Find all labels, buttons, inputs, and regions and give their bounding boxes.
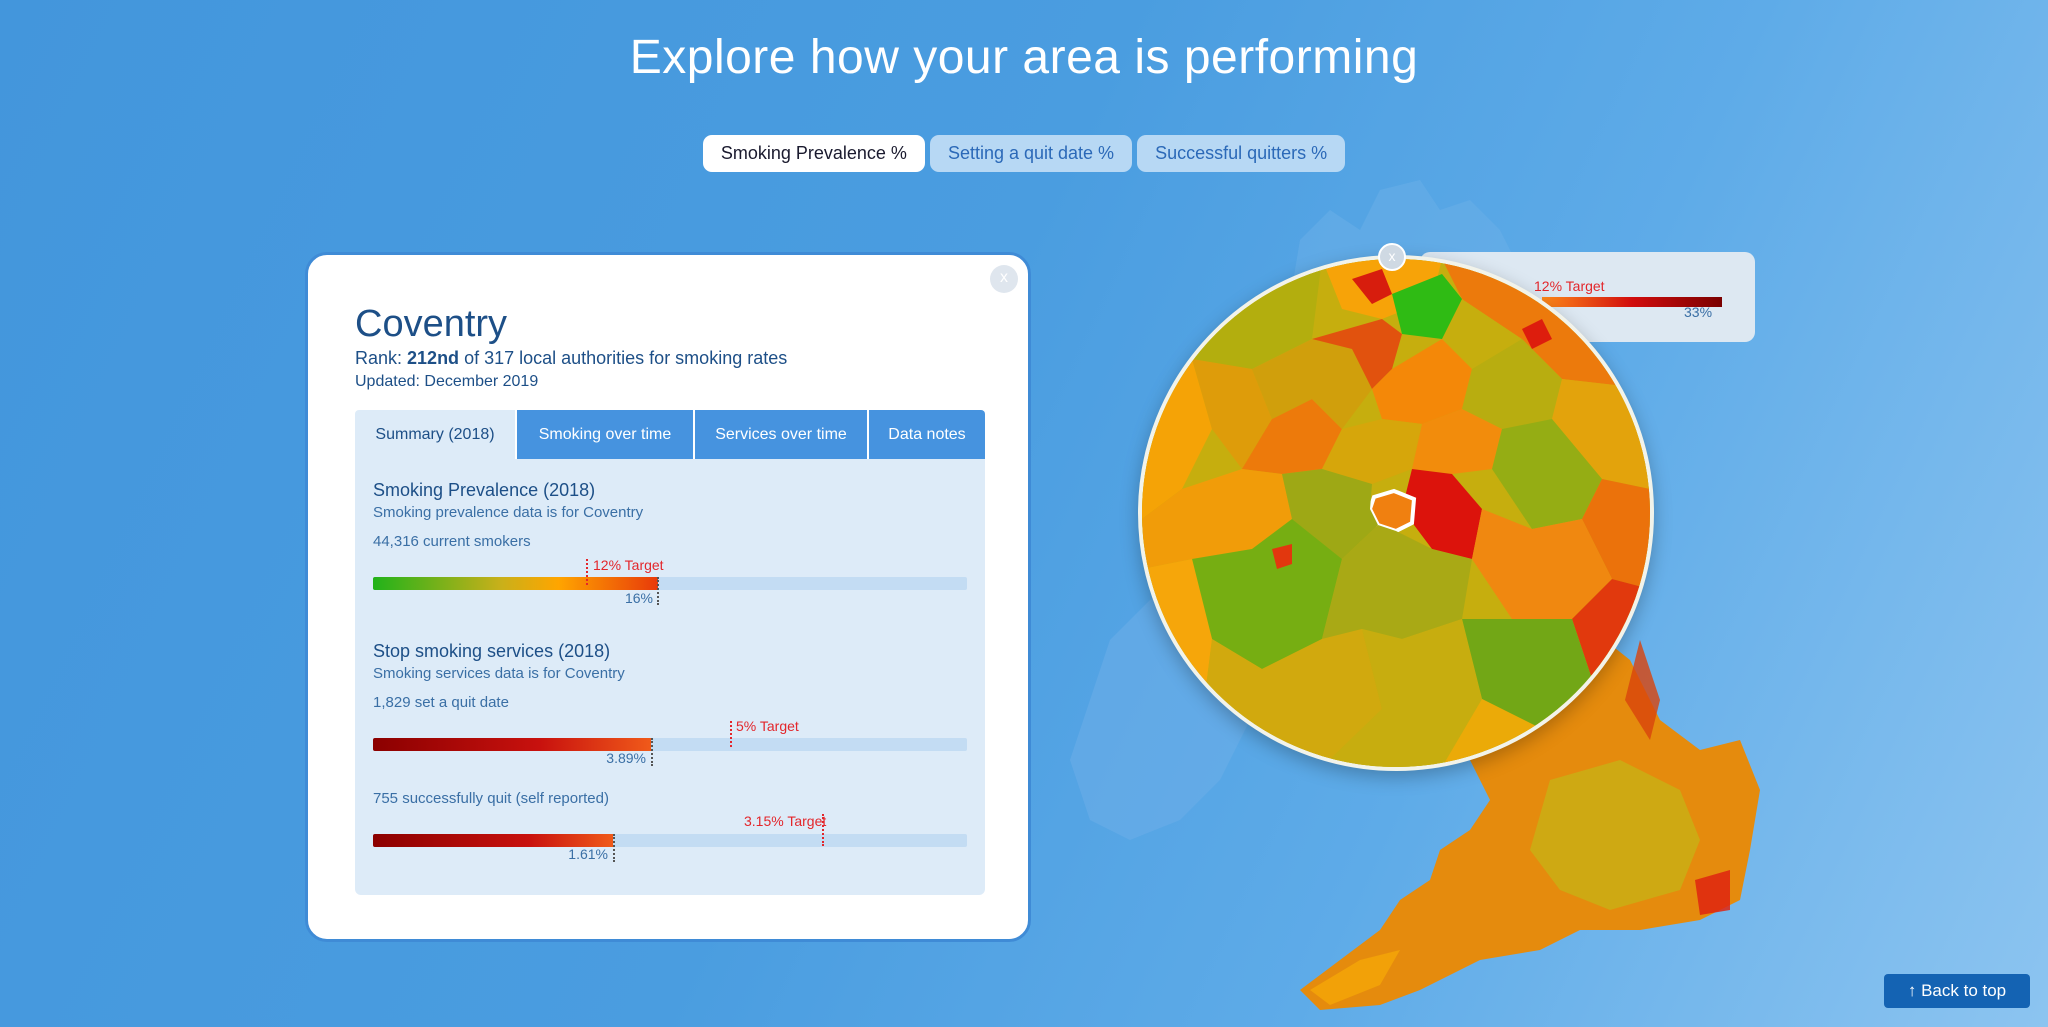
prevalence-target-marker <box>586 559 588 585</box>
prevalence-title: Smoking Prevalence (2018) <box>373 480 596 500</box>
detail-tabs: Summary (2018) Smoking over time Service… <box>355 410 985 459</box>
tab-successful-quitters[interactable]: Successful quitters % <box>1137 135 1346 172</box>
close-icon[interactable]: x <box>1378 243 1406 271</box>
map-region[interactable] <box>1372 339 1472 424</box>
map-region[interactable] <box>1312 319 1402 389</box>
map-region[interactable] <box>1472 509 1612 619</box>
coventry-neighbour-region[interactable] <box>1402 469 1482 559</box>
map-region[interactable] <box>1392 274 1462 339</box>
quit-date-target-label: 5% Target <box>736 718 799 734</box>
prevalence-bar <box>373 577 967 590</box>
rank-prefix: Rank: <box>355 348 408 368</box>
quit-date-bar <box>373 738 967 751</box>
tooltip-value-label: 33% <box>1684 304 1713 320</box>
kent-region <box>1695 870 1730 915</box>
map-region[interactable] <box>1192 359 1272 469</box>
prevalence-value-label: 16% <box>624 590 653 606</box>
tooltip-target-label: 12% Target <box>1534 278 1605 294</box>
coventry-highlight-region[interactable] <box>1367 488 1417 534</box>
area-name: Coventry <box>355 303 508 345</box>
quit-date-count: 1,829 set a quit date <box>373 694 509 711</box>
prevalence-subtitle: Smoking prevalence data is for Coventry <box>373 504 644 521</box>
quit-success-value-marker <box>613 834 615 862</box>
services-title: Stop smoking services (2018) <box>373 641 611 661</box>
tab-smoking-prevalence[interactable]: Smoking Prevalence % <box>702 135 925 172</box>
quit-success-bar-fill <box>373 834 613 847</box>
quit-success-count: 755 successfully quit (self reported) <box>373 790 609 807</box>
england-inland-regions <box>1530 760 1700 910</box>
prevalence-target-label: 12% Target <box>593 557 664 573</box>
map-region[interactable] <box>1282 469 1378 559</box>
quit-success-value-label: 1.61% <box>568 846 608 862</box>
current-smokers-count: 44,316 current smokers <box>373 533 531 550</box>
updated-date: Updated: December 2019 <box>355 373 539 390</box>
back-to-top-button[interactable]: ↑ Back to top <box>1884 974 2030 1008</box>
map-region[interactable] <box>1272 544 1292 569</box>
quit-success-bar <box>373 834 967 847</box>
tab-services-over-time[interactable]: Services over time <box>693 410 867 459</box>
tab-summary[interactable]: Summary (2018) <box>355 410 515 459</box>
map-region[interactable] <box>1142 469 1292 569</box>
area-info-card: x Coventry Rank: 212nd of 317 local auth… <box>305 252 1031 942</box>
quit-success-target-marker <box>822 814 824 846</box>
back-to-top-label: Back to top <box>1921 981 2007 1000</box>
tooltip-bar <box>1542 297 1722 307</box>
magnified-map <box>1142 259 1650 767</box>
page-title: Explore how your area is performing <box>629 31 1419 84</box>
rank-suffix: of 317 local authorities for smoking rat… <box>459 348 788 368</box>
map-region[interactable] <box>1582 479 1650 589</box>
map-region[interactable] <box>1552 379 1650 489</box>
prevalence-bar-fill <box>373 577 658 590</box>
quit-date-bar-fill <box>373 738 651 751</box>
close-icon[interactable]: x <box>990 265 1018 293</box>
devon-regions <box>1310 950 1400 1005</box>
rank-value: 212nd <box>407 348 460 368</box>
map-region[interactable] <box>1252 339 1372 429</box>
map-region[interactable] <box>1462 619 1592 729</box>
map-region[interactable] <box>1242 399 1342 474</box>
map-region[interactable] <box>1322 419 1422 484</box>
map-region[interactable] <box>1462 339 1562 429</box>
rank-line: Rank: 212nd of 317 local authorities for… <box>355 348 787 369</box>
prevalence-value-marker <box>657 577 659 605</box>
arrow-up-icon: ↑ <box>1907 981 1917 1000</box>
summary-panel: Smoking Prevalence (2018) Smoking preval… <box>355 459 985 895</box>
map-region[interactable] <box>1522 319 1552 349</box>
tab-setting-quit-date[interactable]: Setting a quit date % <box>929 135 1133 172</box>
tab-smoking-over-time[interactable]: Smoking over time <box>515 410 693 459</box>
quit-date-value-marker <box>651 738 653 766</box>
map-region[interactable] <box>1322 619 1482 767</box>
map-region[interactable] <box>1322 525 1472 639</box>
map-region[interactable] <box>1192 519 1342 669</box>
map-magnifier[interactable] <box>1138 255 1654 771</box>
map-region[interactable] <box>1352 269 1392 304</box>
tab-data-notes[interactable]: Data notes <box>867 410 985 459</box>
quit-date-value-label: 3.89% <box>606 750 646 766</box>
services-subtitle: Smoking services data is for Coventry <box>373 665 625 682</box>
east-coast-regions <box>1625 640 1660 740</box>
map-region[interactable] <box>1412 409 1502 474</box>
quit-date-target-marker <box>730 721 732 747</box>
metric-tabs: Smoking Prevalence % Setting a quit date… <box>0 135 2048 172</box>
map-region[interactable] <box>1492 419 1602 529</box>
quit-success-target-label: 3.15% Target <box>744 813 827 829</box>
